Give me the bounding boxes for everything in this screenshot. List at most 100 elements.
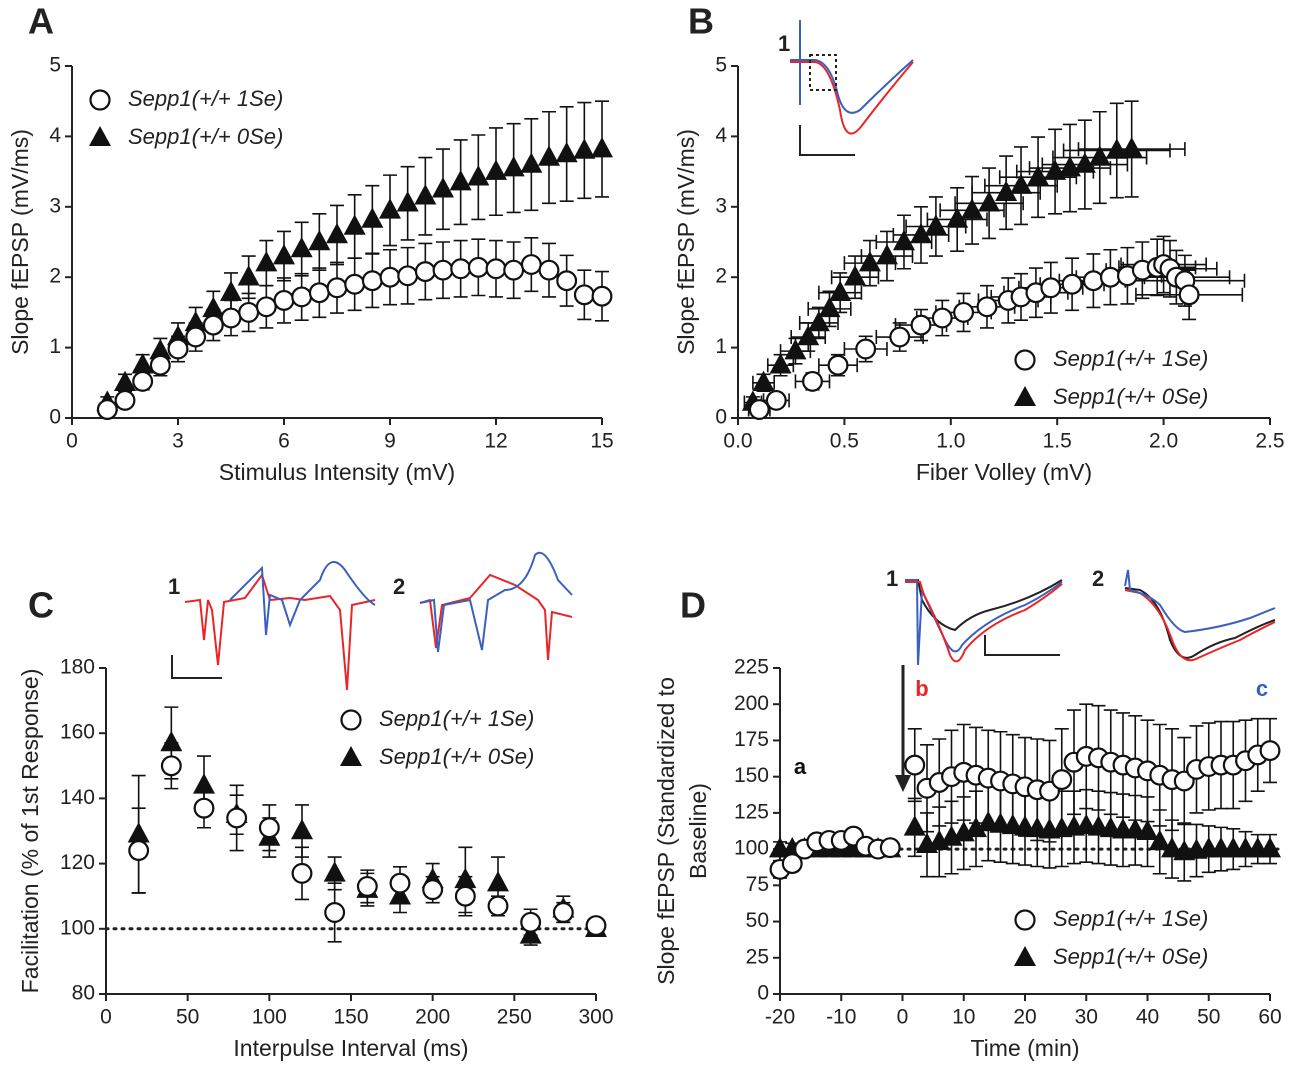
- x-tick-label: 50: [176, 1006, 199, 1029]
- circle-marker: [450, 258, 472, 280]
- triangle-marker: [323, 861, 346, 882]
- triangle-marker: [114, 370, 136, 392]
- y-axis-title: Slope fEPSP (Standardized to: [653, 677, 679, 985]
- y-tick-label: 140: [60, 786, 95, 809]
- annotation: b: [915, 676, 928, 701]
- circle-marker: [193, 797, 215, 819]
- panel-label: D: [680, 585, 706, 626]
- legend-label: Sepp1(+/+ 1Se): [379, 706, 534, 731]
- circle-marker: [114, 389, 136, 411]
- legend-label: Sepp1(+/+ 1Se): [1053, 906, 1208, 931]
- circle-marker: [291, 862, 313, 884]
- y-tick-label: 125: [734, 800, 769, 823]
- triangle-marker: [485, 159, 507, 180]
- circle-marker: [931, 307, 953, 329]
- y-axis-title: Facilitation (% of 1st Response): [17, 669, 43, 994]
- circle-marker: [487, 895, 509, 917]
- circle-marker: [573, 284, 595, 306]
- triangle-marker: [946, 207, 969, 228]
- x-tick-label: 0.0: [723, 430, 752, 453]
- y-tick-label: 120: [60, 851, 95, 874]
- panel-label: A: [28, 1, 54, 42]
- inset-label: 1: [778, 31, 790, 56]
- y-tick-label: 5: [49, 54, 61, 77]
- circle-marker: [149, 354, 171, 376]
- legend-marker: [1014, 946, 1036, 966]
- triangle-marker: [797, 324, 820, 346]
- triangle-marker: [538, 145, 560, 166]
- inset-label: 1: [168, 574, 180, 599]
- triangle-marker: [308, 229, 331, 251]
- triangle-marker: [1136, 819, 1159, 840]
- circle-marker: [432, 259, 454, 281]
- y-tick-label: 3: [49, 194, 61, 217]
- triangle-marker: [255, 251, 278, 272]
- legend-marker: [89, 126, 111, 146]
- circle-marker: [976, 296, 998, 318]
- annotation: a: [794, 754, 807, 779]
- circle-marker: [185, 326, 207, 348]
- x-tick-label: 2.5: [1255, 430, 1284, 453]
- circle-marker: [356, 875, 378, 897]
- legend-label: Sepp1(+/+ 1Se): [1053, 346, 1208, 371]
- x-tick-label: -20: [765, 1006, 795, 1029]
- circle-marker: [910, 314, 932, 336]
- y-tick-label: 50: [746, 909, 769, 932]
- inset-label: 1: [886, 566, 898, 591]
- y-tick-label: 225: [734, 656, 769, 679]
- y-tick-label: 0: [715, 406, 727, 429]
- annotation: c: [1256, 676, 1268, 701]
- x-tick-label: 9: [384, 430, 396, 453]
- triangle-marker: [273, 243, 295, 265]
- triangle-marker: [875, 243, 898, 265]
- triangle-marker: [343, 214, 366, 235]
- triangle-marker: [858, 251, 881, 272]
- x-axis-title: Time (min): [970, 1035, 1079, 1061]
- circle-marker: [556, 270, 578, 292]
- triangle-marker: [467, 165, 490, 186]
- circle-marker: [308, 282, 330, 304]
- y-tick-label: 2: [715, 265, 727, 288]
- inset-traces: [895, 569, 1276, 792]
- circle-marker: [258, 817, 280, 839]
- y-tick-label: 100: [734, 837, 769, 860]
- x-axis-title: Stimulus Intensity (mV): [219, 459, 455, 485]
- y-tick-label: 175: [734, 728, 769, 751]
- triangle-marker: [1010, 173, 1033, 194]
- inset-traces: [790, 20, 914, 156]
- triangle-marker: [1027, 165, 1050, 186]
- circle-marker: [827, 354, 849, 376]
- y-tick-label: 25: [746, 945, 769, 968]
- triangle-marker: [131, 353, 154, 374]
- circle-marker: [344, 273, 366, 295]
- circle-marker: [904, 754, 926, 776]
- y-tick-label: 160: [60, 721, 95, 744]
- circle-marker: [132, 370, 154, 392]
- y-tick-label: 5: [715, 54, 727, 77]
- x-tick-label: 12: [484, 430, 507, 453]
- legend-label: Sepp1(+/+ 0Se): [1053, 944, 1208, 969]
- x-tick-label: 50: [1197, 1006, 1220, 1029]
- circle-marker: [397, 265, 419, 287]
- legend-label: Sepp1(+/+ 1Se): [128, 86, 283, 111]
- triangle-marker: [591, 136, 613, 158]
- triangle-marker: [784, 339, 807, 360]
- triangle-marker: [844, 265, 867, 286]
- triangle-marker: [1161, 837, 1183, 858]
- circle-marker: [538, 259, 560, 281]
- triangle-marker: [829, 280, 852, 301]
- y-tick-label: 3: [715, 194, 727, 217]
- legend-marker: [89, 89, 111, 111]
- y-tick-label: 0: [757, 982, 769, 1005]
- triangle-marker: [807, 310, 830, 332]
- circle-marker: [202, 314, 224, 336]
- x-tick-label: 15: [590, 430, 613, 453]
- x-tick-label: 1.5: [1043, 430, 1072, 453]
- y-axis-title: Slope fEPSP (mV/ms): [673, 129, 699, 355]
- x-tick-label: 6: [278, 430, 290, 453]
- circle-marker: [273, 289, 295, 311]
- circle-marker: [454, 885, 476, 907]
- x-axis-title: Fiber Volley (mV): [916, 459, 1092, 485]
- triangle-marker: [1120, 136, 1143, 158]
